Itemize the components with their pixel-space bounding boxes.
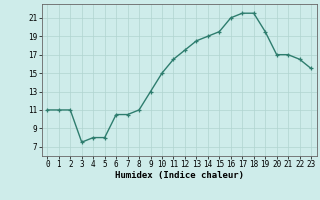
X-axis label: Humidex (Indice chaleur): Humidex (Indice chaleur) (115, 171, 244, 180)
